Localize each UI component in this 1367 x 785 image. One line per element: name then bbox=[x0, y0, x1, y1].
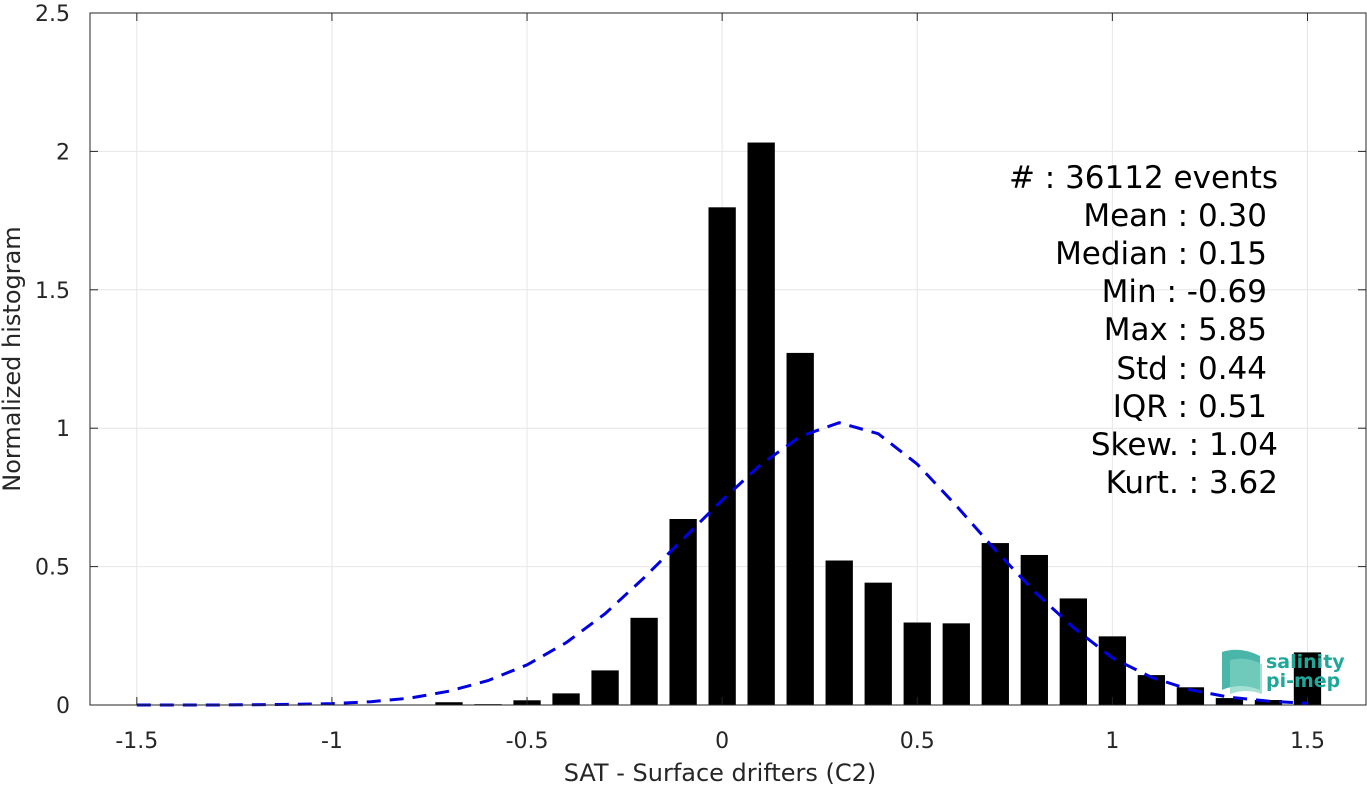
stat-count: # : 36112 events bbox=[1009, 160, 1278, 196]
histogram-bar bbox=[942, 623, 970, 705]
tick-marks bbox=[90, 12, 1366, 706]
y-tick-label: 0 bbox=[56, 694, 70, 719]
x-tick-labels: -1.5 -1 -0.5 0 0.5 1 1.5 bbox=[115, 729, 1325, 754]
histogram-bar bbox=[1293, 652, 1322, 705]
histogram-bar bbox=[786, 352, 814, 705]
stat-max: Max : 5.85 bbox=[1104, 312, 1267, 348]
stat-std: Std : 0.44 bbox=[1116, 351, 1267, 387]
logo-text-salinity: salinity bbox=[1266, 651, 1345, 673]
histogram-bar bbox=[981, 543, 1009, 705]
logo-wave-icon-back bbox=[1230, 658, 1262, 694]
x-axis-label: SAT - Surface drifters (C2) bbox=[564, 759, 877, 785]
stat-kurt: Kurt. : 3.62 bbox=[1106, 465, 1278, 501]
y-tick-label: 1 bbox=[56, 417, 70, 442]
histogram-bar bbox=[1098, 636, 1127, 705]
x-tick-label: -1 bbox=[321, 729, 343, 754]
x-tick-label: -0.5 bbox=[506, 729, 549, 754]
histogram-bar bbox=[1059, 598, 1087, 705]
stat-min: Min : -0.69 bbox=[1102, 274, 1267, 310]
histogram-bar bbox=[864, 582, 892, 705]
histogram-bar bbox=[630, 617, 658, 705]
histogram-bar bbox=[435, 702, 463, 705]
plot-frame bbox=[89, 12, 1367, 706]
x-tick-label: -1.5 bbox=[115, 729, 158, 754]
stat-iqr: IQR : 0.51 bbox=[1113, 389, 1267, 425]
histogram-bar bbox=[903, 622, 931, 705]
y-axis-label: Normalized histogram bbox=[0, 226, 26, 491]
histogram-bar bbox=[552, 693, 580, 705]
histogram-bar bbox=[591, 670, 619, 705]
x-tick-label: 1.5 bbox=[1290, 729, 1325, 754]
stat-skew: Skew. : 1.04 bbox=[1091, 427, 1278, 463]
histogram-bars bbox=[435, 142, 1322, 705]
histogram-bar bbox=[708, 207, 736, 705]
histogram-bar bbox=[747, 142, 775, 705]
y-tick-label: 0.5 bbox=[35, 556, 70, 581]
x-tick-label: 1 bbox=[1105, 729, 1119, 754]
x-tick-label: 0.5 bbox=[900, 729, 935, 754]
salinity-pi-mep-logo: salinity pi-mep bbox=[1222, 649, 1345, 694]
stat-mean: Mean : 0.30 bbox=[1083, 198, 1267, 234]
y-tick-labels: 0 0.5 1 1.5 2 2.5 bbox=[35, 2, 70, 719]
x-tick-label: 0 bbox=[715, 729, 729, 754]
histogram-bar bbox=[1020, 554, 1048, 705]
histogram-bar bbox=[1137, 675, 1166, 705]
statistics-block: # : 36112 events Mean : 0.30 Median : 0.… bbox=[1009, 160, 1278, 501]
histogram-bar bbox=[825, 560, 853, 705]
logo-text-pimep: pi-mep bbox=[1266, 670, 1340, 692]
y-tick-label: 2.5 bbox=[35, 2, 70, 27]
stat-median: Median : 0.15 bbox=[1055, 236, 1267, 272]
y-tick-label: 2 bbox=[56, 140, 70, 165]
y-tick-label: 1.5 bbox=[35, 279, 70, 304]
histogram-bar bbox=[1215, 698, 1244, 705]
